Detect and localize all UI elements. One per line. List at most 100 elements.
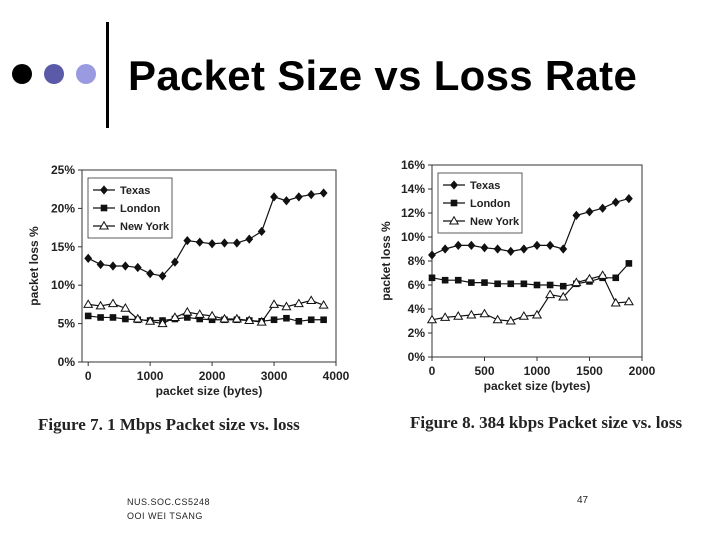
- title-divider: [106, 22, 109, 128]
- data-point: [120, 303, 131, 312]
- x-tick-label: 1000: [524, 364, 551, 378]
- data-point: [195, 237, 204, 247]
- data-point: [426, 314, 438, 324]
- data-point: [559, 282, 567, 290]
- legend-marker: [450, 180, 458, 190]
- y-tick-label: 16%: [401, 158, 425, 172]
- data-point: [268, 299, 280, 308]
- data-point: [182, 306, 193, 316]
- data-point: [132, 313, 143, 323]
- legend-label: Texas: [120, 185, 150, 197]
- chart-384kbps: 0% 2% 4% 6% 8% 10% 12% 14% 16% 0 500 1000 1500 2000 pa…: [379, 158, 656, 393]
- data-point: [505, 315, 516, 325]
- data-point: [196, 315, 204, 323]
- y-tick-label: 6%: [408, 278, 426, 292]
- data-point: [183, 236, 192, 246]
- data-point: [558, 291, 569, 301]
- data-point: [207, 310, 218, 320]
- data-point: [612, 274, 620, 282]
- data-point: [598, 203, 607, 213]
- legend: Texas London New York: [437, 172, 523, 234]
- data-point: [307, 189, 316, 200]
- data-point: [96, 259, 105, 270]
- data-point: [623, 296, 634, 306]
- x-tick-label: 0: [85, 369, 92, 383]
- data-point: [454, 276, 462, 284]
- data-point: [494, 280, 501, 288]
- data-point: [95, 300, 106, 310]
- series-line: [431, 274, 629, 322]
- y-tick-label: 20%: [51, 201, 75, 215]
- data-point: [454, 240, 463, 251]
- data-point: [232, 238, 241, 248]
- data-point: [219, 313, 230, 323]
- data-point: [122, 315, 129, 323]
- y-tick-label: 2%: [408, 326, 426, 340]
- data-point: [428, 250, 436, 260]
- data-point: [520, 280, 528, 288]
- y-tick-label: 4%: [408, 302, 426, 316]
- data-point: [244, 315, 255, 325]
- data-point: [480, 243, 489, 253]
- y-tick-label: 10%: [51, 278, 75, 292]
- data-point: [146, 269, 155, 279]
- data-point: [507, 280, 515, 288]
- data-point: [519, 244, 528, 254]
- series-new-york: [426, 270, 634, 325]
- data-point: [610, 297, 621, 307]
- data-point: [319, 188, 328, 198]
- y-tick-label: 5%: [58, 317, 76, 331]
- footer-author: OOI WEI TSANG: [127, 511, 203, 521]
- data-point: [84, 312, 92, 320]
- data-point: [625, 260, 633, 267]
- series-texas: [428, 193, 633, 260]
- series-line: [431, 262, 630, 287]
- data-point: [453, 311, 464, 320]
- series-london: [84, 312, 327, 325]
- y-tick-label: 12%: [401, 206, 425, 220]
- data-point: [546, 240, 555, 251]
- data-point: [109, 261, 117, 271]
- data-point: [157, 318, 168, 328]
- x-axis-label: packet size (bytes): [484, 379, 591, 393]
- data-point: [306, 295, 317, 305]
- data-point: [208, 239, 217, 249]
- x-tick-label: 3000: [261, 369, 288, 383]
- plot-area: [81, 169, 337, 363]
- bullet-dot-3: [76, 64, 96, 84]
- data-point: [133, 262, 142, 273]
- legend-label: London: [120, 203, 161, 215]
- legend-marker: [100, 185, 108, 195]
- data-point: [611, 197, 620, 207]
- y-tick-label: 15%: [51, 240, 75, 254]
- data-point: [171, 257, 179, 267]
- bullet-dot-1: [12, 64, 32, 84]
- series-texas: [84, 188, 328, 281]
- data-point: [145, 316, 156, 325]
- series-new-york: [83, 295, 329, 328]
- data-point: [83, 299, 94, 308]
- x-tick-label: 4000: [323, 369, 350, 383]
- footer-course: NUS.SOC.CS5248: [127, 497, 211, 507]
- title-bullet-dots: [8, 62, 108, 86]
- data-point: [158, 271, 167, 281]
- data-point: [428, 274, 436, 282]
- data-point: [231, 313, 242, 323]
- data-point: [257, 226, 266, 237]
- legend-marker: [98, 220, 110, 230]
- data-point: [493, 244, 502, 254]
- figure-7-caption: Figure 7. 1 Mbps Packet size vs. loss: [38, 415, 300, 434]
- data-point: [441, 276, 449, 284]
- data-point: [307, 316, 315, 324]
- data-point: [441, 244, 450, 254]
- data-point: [294, 192, 303, 202]
- x-tick-label: 1000: [137, 369, 164, 383]
- footer-credit: NUS.SOC.CS5248 OOI WEI TSANG: [127, 495, 210, 523]
- data-point: [492, 314, 503, 324]
- y-tick-label: 14%: [401, 182, 425, 196]
- x-tick-label: 2000: [629, 364, 656, 378]
- data-point: [466, 309, 477, 319]
- data-point: [584, 273, 595, 283]
- data-point: [545, 289, 556, 299]
- data-point: [293, 298, 304, 308]
